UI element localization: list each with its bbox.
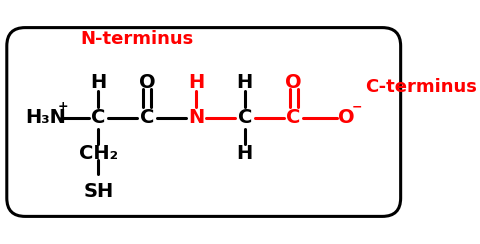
Text: H: H	[236, 144, 252, 163]
Text: C: C	[140, 108, 154, 127]
Text: H: H	[236, 73, 252, 92]
Text: C: C	[286, 108, 300, 127]
Text: O: O	[139, 73, 155, 92]
Text: N: N	[188, 108, 204, 127]
Text: CH₂: CH₂	[79, 144, 118, 163]
Text: O: O	[285, 73, 301, 92]
FancyBboxPatch shape	[7, 28, 400, 216]
Text: C-terminus: C-terminus	[364, 78, 476, 96]
Text: H₃N: H₃N	[25, 108, 66, 127]
Text: −: −	[351, 100, 361, 113]
Text: C: C	[91, 108, 105, 127]
Text: H: H	[90, 73, 106, 92]
Text: SH: SH	[83, 182, 113, 201]
Text: +: +	[57, 100, 68, 113]
Text: C: C	[237, 108, 252, 127]
Text: H: H	[188, 73, 204, 92]
Text: N-terminus: N-terminus	[80, 30, 193, 48]
Text: O: O	[337, 108, 354, 127]
